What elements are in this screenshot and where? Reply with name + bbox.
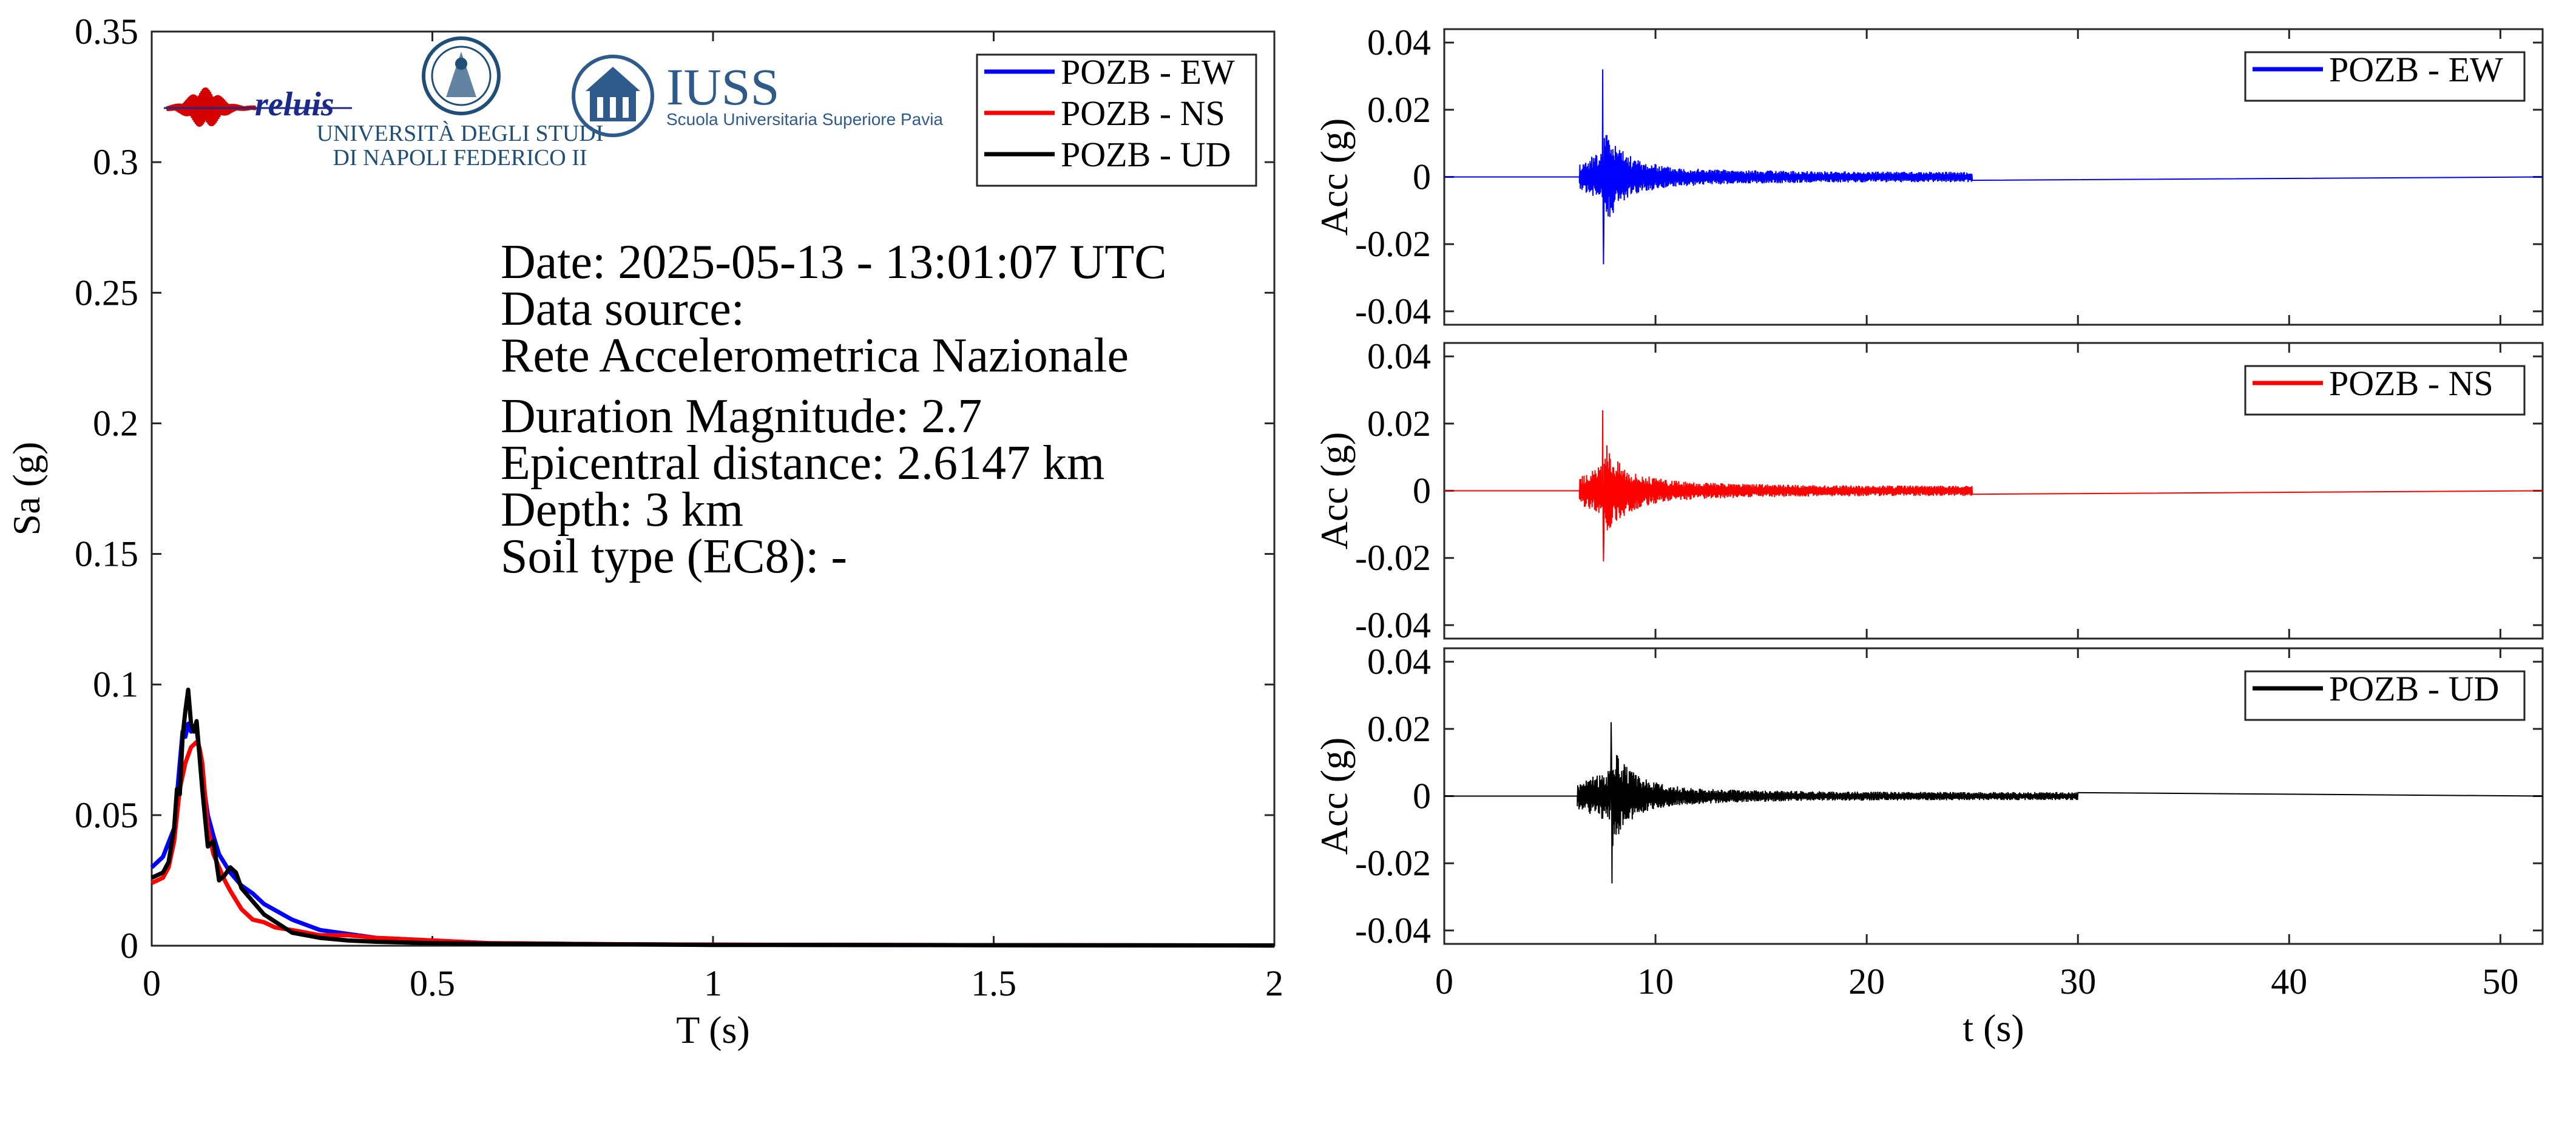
- iuss-logo-subtitle: Scuola Universitaria Superiore Pavia: [666, 110, 943, 129]
- acc-ew-chart: -0.04 -0.02 0 0.02 0.04 Acc (g) POZB - EW: [1313, 22, 2544, 331]
- y-tick-label: 0.15: [75, 534, 138, 574]
- y-tick-label: 0.02: [1367, 709, 1431, 749]
- legend-entry: POZB - NS: [1061, 93, 1225, 133]
- acc-trace: [1444, 722, 2543, 884]
- soil-type: Soil type (EC8): -: [501, 530, 847, 583]
- y-axis-label: Sa (g): [5, 442, 48, 536]
- data-source-name: Rete Accelerometrica Nazionale: [501, 329, 1129, 382]
- y-tick-label: -0.04: [1355, 911, 1431, 951]
- acc-trace: [1444, 410, 2543, 561]
- event-magnitude: Duration Magnitude: 2.7: [501, 390, 982, 443]
- unina-logo-line1: UNIVERSITÀ DEGLI STUDI: [317, 121, 604, 146]
- y-tick-label: -0.02: [1355, 843, 1431, 883]
- x-tick-label: 0.5: [410, 963, 455, 1003]
- series-line: [150, 739, 1275, 948]
- data-source-label: Data source:: [501, 282, 745, 336]
- reluis-wave-line: [166, 87, 257, 127]
- y-tick-label: 0.2: [93, 403, 138, 443]
- unina-seal-icon: [422, 36, 501, 115]
- y-tick-label: 0.25: [75, 273, 138, 313]
- y-tick-label: 0.02: [1367, 404, 1431, 444]
- x-tick-label: 2: [1265, 963, 1283, 1003]
- x-axis-label: t (s): [1962, 1006, 2024, 1050]
- legend-box: [2244, 51, 2526, 102]
- legend-box: [2244, 670, 2526, 721]
- legend-entry: POZB - NS: [2329, 364, 2493, 403]
- x-tick-label: 0: [143, 963, 161, 1003]
- y-tick-label: 0: [1413, 776, 1431, 816]
- y-tick-label: 0.02: [1367, 90, 1431, 130]
- x-tick-label: 20: [1848, 962, 1885, 1002]
- y-tick-label: 0.05: [75, 795, 138, 835]
- legend-entry: POZB - EW: [2329, 50, 2503, 89]
- series-line: [150, 721, 1275, 948]
- legend-entry: POZB - UD: [1061, 135, 1231, 174]
- legend-entry: POZB - UD: [2329, 669, 2499, 708]
- epicentral-distance: Epicentral distance: 2.6147 km: [501, 436, 1104, 490]
- y-tick-label: 0: [1413, 157, 1431, 197]
- event-date: Date: 2025-05-13 - 13:01:07 UTC: [501, 236, 1167, 289]
- x-tick-label: 50: [2482, 962, 2518, 1002]
- y-tick-label: -0.04: [1355, 291, 1431, 331]
- x-tick-label: 1: [704, 963, 722, 1003]
- y-axis-label: Acc (g): [1313, 738, 1356, 855]
- reluis-logo-text: reluis: [255, 86, 334, 123]
- unina-logo-line2: DI NAPOLI FEDERICO II: [333, 145, 587, 171]
- y-tick-label: -0.04: [1355, 605, 1431, 645]
- y-axis-label: Acc (g): [1313, 118, 1356, 236]
- legend-box: [976, 53, 1257, 187]
- iuss-logo-text: IUSS: [666, 58, 779, 116]
- y-tick-label: 0.35: [75, 12, 138, 52]
- acc-ns-chart: -0.04 -0.02 0 0.02 0.04 Acc (g) POZB - NS: [1313, 336, 2544, 645]
- x-axis-label: T (s): [676, 1008, 749, 1051]
- iuss-logo: IUSS Scuola Universitaria Superiore Pavi…: [572, 55, 943, 137]
- acc-trace: [1444, 69, 2543, 265]
- event-info: Date: 2025-05-13 - 13:01:07 UTC Data sou…: [501, 236, 1167, 583]
- y-tick-label: 0.1: [93, 665, 138, 705]
- legend-entry: POZB - EW: [1061, 52, 1235, 92]
- y-axis-label: Acc (g): [1313, 432, 1356, 550]
- acc-ud-chart: -0.04 -0.02 0 0.02 0.04 0 10 20 30 40 50 t (s) Acc (…: [1313, 642, 2544, 1050]
- x-tick-label: 30: [2060, 962, 2096, 1002]
- spectrum-chart: 0 0.05 0.1 0.15 0.2 0.25 0.3 0.35 0 0.5 1 1.5 2 T (s)…: [5, 12, 1283, 1051]
- event-depth: Depth: 3 km: [501, 483, 743, 537]
- reluis-waveform-icon: [164, 87, 352, 127]
- y-tick-label: -0.02: [1355, 224, 1431, 264]
- x-tick-label: 40: [2271, 962, 2307, 1002]
- y-tick-label: 0.3: [93, 142, 138, 182]
- y-tick-label: -0.02: [1355, 538, 1431, 578]
- x-tick-label: 10: [1637, 962, 1674, 1002]
- series-line: [150, 687, 1275, 948]
- legend-box: [2244, 365, 2526, 416]
- y-tick-label: 0.04: [1367, 22, 1431, 63]
- reluis-logo: reluis: [164, 86, 352, 127]
- y-tick-label: 0: [1413, 471, 1431, 511]
- unina-logo: UNIVERSITÀ DEGLI STUDI DI NAPOLI FEDERIC…: [317, 36, 604, 171]
- x-tick-label: 1.5: [971, 963, 1016, 1003]
- iuss-building-icon: [572, 55, 654, 137]
- y-tick-label: 0: [120, 926, 138, 966]
- x-tick-label: 0: [1435, 962, 1453, 1002]
- y-tick-label: 0.04: [1367, 336, 1431, 376]
- y-tick-label: 0.04: [1367, 642, 1431, 682]
